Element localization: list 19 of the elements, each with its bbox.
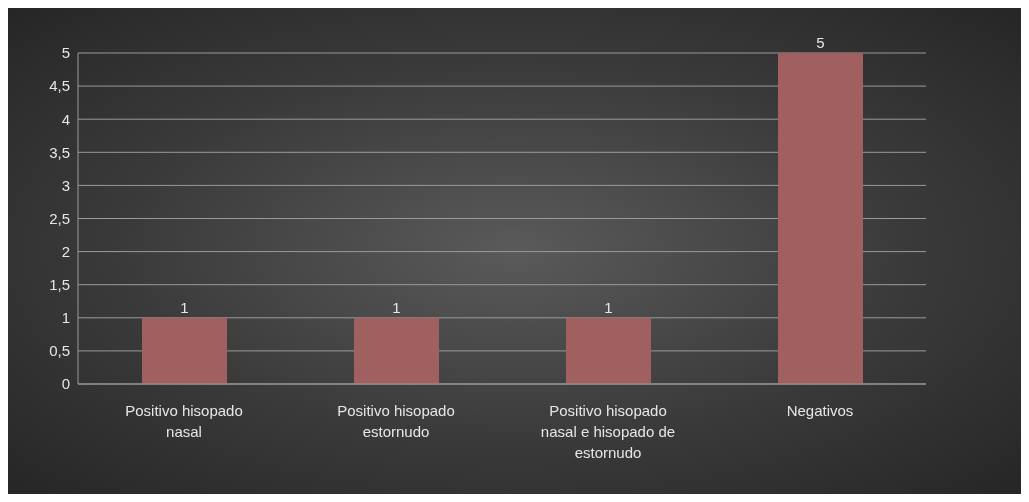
y-tick-label: 3 bbox=[61, 176, 70, 194]
data-label: 1 bbox=[392, 298, 401, 316]
y-tick-label: 0,5 bbox=[49, 342, 70, 360]
y-tick-label: 4 bbox=[61, 110, 70, 128]
y-tick-label: 1,5 bbox=[49, 276, 70, 294]
y-tick-label: 4,5 bbox=[49, 77, 70, 95]
data-label: 5 bbox=[816, 34, 825, 51]
data-label: 1 bbox=[180, 298, 189, 316]
y-tick-label: 2,5 bbox=[49, 209, 70, 227]
x-tick-label: Negativos bbox=[786, 402, 854, 419]
y-tick-label: 5 bbox=[61, 44, 70, 62]
y-tick-label: 1 bbox=[61, 309, 70, 327]
y-tick-label: 3,5 bbox=[49, 143, 70, 161]
x-tick-label: Positivo hisopado estornudo bbox=[337, 402, 455, 440]
y-tick-label: 2 bbox=[61, 242, 70, 260]
y-tick-label: 0 bbox=[61, 375, 70, 393]
data-label: 1 bbox=[604, 298, 613, 316]
x-tick-label: Positivo hisopado nasal e hisopado de estornudo bbox=[540, 402, 676, 461]
x-tick-label: Positivo hisopado nasal bbox=[125, 402, 243, 440]
